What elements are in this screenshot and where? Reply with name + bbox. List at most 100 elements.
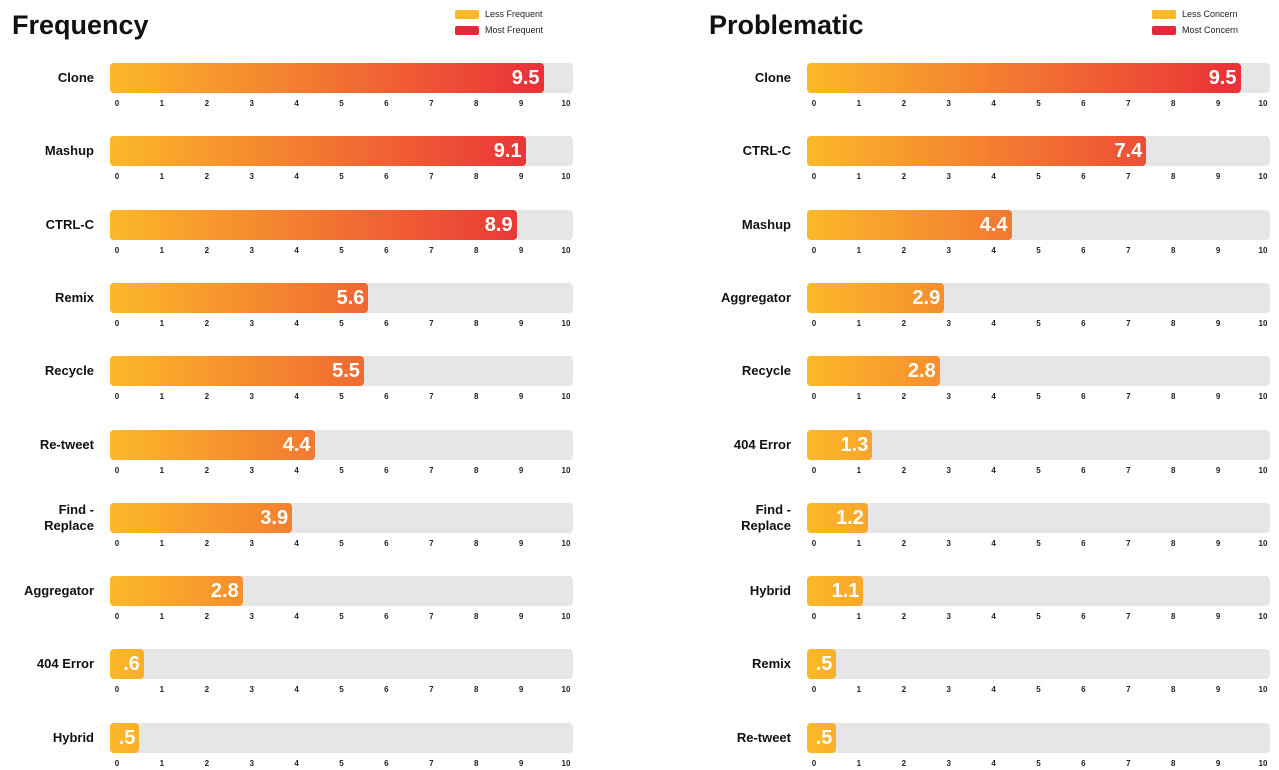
x-tick-label: 1 xyxy=(856,465,862,475)
x-tick-label: 10 xyxy=(561,99,571,108)
x-tick-label: 7 xyxy=(1126,245,1131,255)
x-tick-label: 1 xyxy=(856,758,862,768)
x-tick-label: 9 xyxy=(518,685,524,695)
x-tick-label: 5 xyxy=(1036,245,1041,255)
x-tick-label: 8 xyxy=(1170,245,1176,255)
x-tick-label: 1 xyxy=(159,99,165,108)
legend-item: Less Frequent xyxy=(455,9,543,19)
x-tick-label: 2 xyxy=(901,465,907,475)
x-tick-label: 8 xyxy=(1170,318,1176,328)
category-label: Find - Replace xyxy=(741,501,791,533)
x-tick-label: 9 xyxy=(1215,685,1221,695)
x-tick-label: 9 xyxy=(518,465,524,475)
x-tick-label: 4 xyxy=(991,392,996,402)
x-tick-label: 9 xyxy=(1215,172,1221,182)
category-label: Find - Replace xyxy=(44,501,94,533)
value-label: 9.1 xyxy=(493,140,522,163)
x-tick-label: 10 xyxy=(561,172,571,182)
x-tick-label: 4 xyxy=(991,758,996,768)
category-label: 404 Error xyxy=(36,656,94,672)
x-tick-label: 5 xyxy=(1036,392,1041,402)
bar xyxy=(807,649,837,680)
legend-swatch xyxy=(455,9,479,19)
x-tick-label: 10 xyxy=(1258,538,1268,548)
value-label: 2.8 xyxy=(210,580,239,603)
x-tick-label: 8 xyxy=(473,465,479,475)
x-tick-label: 3 xyxy=(946,318,951,328)
x-tick-label: 0 xyxy=(114,612,120,622)
x-tick-label: 6 xyxy=(384,318,389,328)
x-tick-label: 4 xyxy=(294,465,299,475)
x-tick-label: 1 xyxy=(856,318,862,328)
x-tick-label: 7 xyxy=(1126,538,1131,548)
x-tick-label: 3 xyxy=(946,612,951,622)
x-tick-label: 6 xyxy=(384,685,389,695)
category-label: CTRL-C xyxy=(45,216,94,232)
x-tick-label: 7 xyxy=(1126,465,1131,475)
x-tick-label: 5 xyxy=(1036,612,1041,622)
chart-title: Problematic xyxy=(709,10,864,40)
value-label: 9.5 xyxy=(511,67,540,89)
x-tick-label: 4 xyxy=(294,172,299,182)
x-tick-label: 2 xyxy=(204,245,210,255)
x-tick-label: 5 xyxy=(1036,538,1041,548)
x-tick-label: 4 xyxy=(991,172,996,182)
x-tick-label: 2 xyxy=(204,392,210,402)
x-tick-label: 10 xyxy=(1258,172,1268,182)
bar xyxy=(807,282,945,313)
x-tick-label: 7 xyxy=(1126,758,1131,768)
x-tick-label: 6 xyxy=(384,538,389,548)
x-tick-label: 7 xyxy=(429,758,434,768)
x-tick-label: 0 xyxy=(811,99,817,108)
bar-track xyxy=(807,722,1270,753)
x-tick-label: 2 xyxy=(204,99,210,108)
bar-track xyxy=(807,429,1270,460)
x-tick-label: 6 xyxy=(1081,465,1086,475)
category-label: Hybrid xyxy=(749,583,791,599)
x-tick-label: 2 xyxy=(901,245,907,255)
x-tick-label: 9 xyxy=(518,538,524,548)
x-tick-label: 1 xyxy=(856,99,862,108)
x-tick-label: 7 xyxy=(429,538,434,548)
x-tick-label: 8 xyxy=(473,245,479,255)
x-tick-label: 1 xyxy=(159,612,165,622)
x-tick-label: 9 xyxy=(1215,392,1221,402)
value-label: 5.6 xyxy=(336,286,365,309)
x-tick-label: 2 xyxy=(204,758,210,768)
x-tick-label: 6 xyxy=(1081,758,1086,768)
x-tick-label: 8 xyxy=(473,318,479,328)
x-tick-label: 7 xyxy=(429,465,434,475)
value-label: 4.4 xyxy=(282,433,311,456)
x-tick-label: 3 xyxy=(249,245,254,255)
category-label: Mashup xyxy=(741,216,791,232)
x-tick-label: 9 xyxy=(1215,318,1221,328)
x-tick-label: 0 xyxy=(114,172,120,182)
x-tick-label: 9 xyxy=(1215,465,1221,475)
x-tick-label: 10 xyxy=(1258,245,1268,255)
bar xyxy=(807,209,1012,240)
x-tick-label: 8 xyxy=(473,685,479,695)
category-label: Remix xyxy=(751,656,791,672)
x-tick-label: 7 xyxy=(1126,685,1131,695)
x-tick-label: 5 xyxy=(339,318,344,328)
x-tick-label: 7 xyxy=(1126,392,1131,402)
x-tick-label: 5 xyxy=(1036,758,1041,768)
x-tick-label: 2 xyxy=(901,758,907,768)
x-tick-label: 10 xyxy=(561,685,571,695)
x-tick-label: 3 xyxy=(946,392,951,402)
category-label: Aggregator xyxy=(23,583,94,599)
x-tick-label: 2 xyxy=(204,685,210,695)
x-tick-label: 3 xyxy=(946,538,951,548)
x-tick-label: 1 xyxy=(159,245,165,255)
x-tick-label: 10 xyxy=(561,392,571,402)
x-tick-label: 2 xyxy=(204,318,210,328)
x-tick-label: 0 xyxy=(811,465,817,475)
legend-label: Less Frequent xyxy=(485,9,543,19)
x-tick-label: 5 xyxy=(339,172,344,182)
x-tick-label: 4 xyxy=(294,758,299,768)
x-tick-label: 3 xyxy=(249,99,254,108)
value-label: 1.1 xyxy=(831,580,860,603)
x-tick-label: 5 xyxy=(339,392,344,402)
x-tick-label: 10 xyxy=(1258,392,1268,402)
